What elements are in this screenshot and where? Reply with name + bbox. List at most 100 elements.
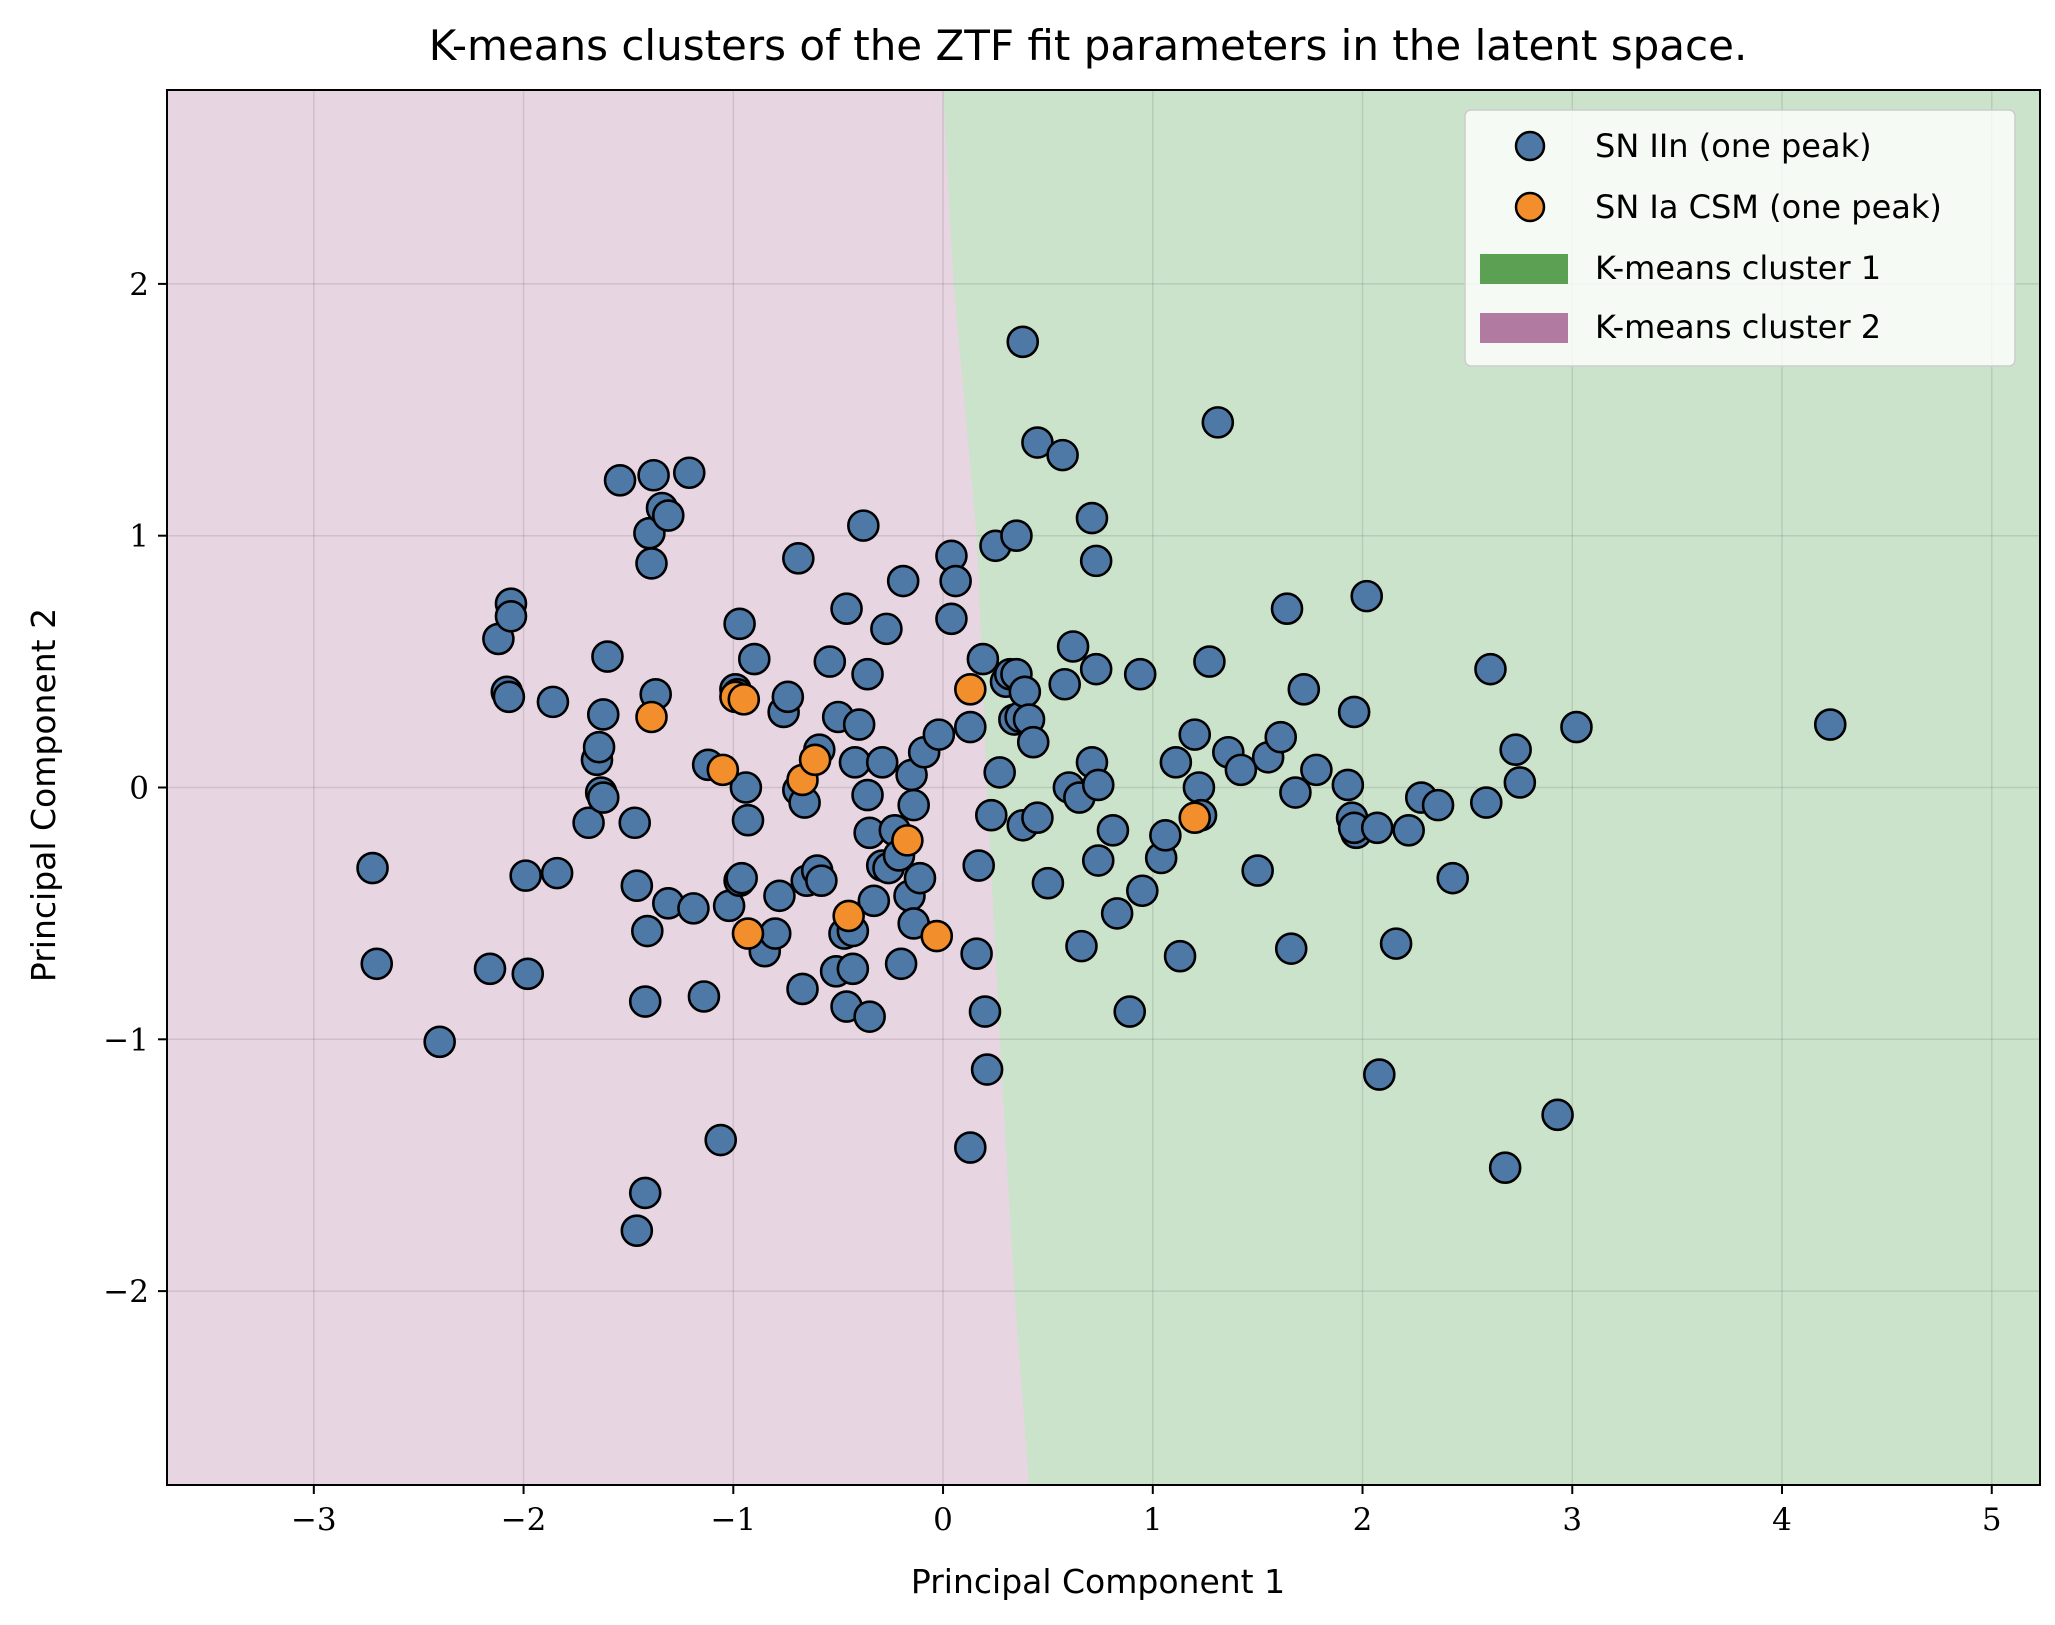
- y-axis-label: Principal Component 2: [24, 608, 63, 982]
- sn-iin-point-143: [1193, 645, 1226, 678]
- sn-ia-csm-point-1: [706, 753, 740, 787]
- sn-iin-point-52: [771, 680, 805, 714]
- sn-ia-csm-point-7: [832, 899, 865, 933]
- sn-iin-point-155: [1331, 768, 1365, 802]
- sn-iin-point-13: [572, 806, 605, 840]
- sn-iin-point-49: [758, 917, 792, 950]
- legend: SN IIn (one peak) SN Ia CSM (one peak) K…: [1464, 109, 2016, 367]
- sn-iin-point-12: [540, 856, 574, 890]
- sn-iin-point-137: [1149, 819, 1182, 852]
- sn-iin-point-38: [704, 1123, 738, 1157]
- sn-iin-point-150: [1270, 592, 1304, 626]
- sn-iin-point-24: [628, 1176, 662, 1210]
- sn-iin-point-122: [1056, 630, 1090, 663]
- sn-iin-point-20: [603, 463, 637, 497]
- sn-iin-point-36: [687, 980, 721, 1013]
- sn-iin-point-23: [620, 1214, 654, 1247]
- sn-iin-point-67: [836, 952, 870, 986]
- sn-iin-point-164: [1392, 814, 1425, 847]
- sn-iin-point-131: [1096, 814, 1130, 847]
- y-axis: −2 −1 0 1 2: [103, 267, 167, 1310]
- sn-iin-point-83: [884, 947, 918, 981]
- sn-iin-point-65: [830, 592, 863, 626]
- sn-iin-point-169: [1474, 652, 1507, 686]
- sn-iin-point-26: [631, 914, 664, 948]
- sn-iin-point-97: [960, 937, 993, 970]
- sn-iin-point-118: [1031, 866, 1065, 900]
- sn-iin-point-153: [1287, 672, 1321, 706]
- x-axis: −3 −2 −1 0 1 2 3 4 5: [291, 1485, 2002, 1538]
- sn-ia-csm-point-8: [891, 824, 924, 857]
- sn-ia-csm-point-3: [727, 683, 761, 716]
- sn-iin-point-152: [1279, 776, 1312, 809]
- y-tick-label-4: 2: [129, 267, 149, 303]
- sn-iin-point-140: [1178, 718, 1212, 751]
- sn-ia-csm-point-9: [920, 919, 954, 953]
- sn-iin-point-129: [1081, 844, 1115, 877]
- x-tick-label-1: −2: [501, 1502, 547, 1538]
- sn-iin-point-168: [1469, 786, 1503, 819]
- sn-ia-csm-point-10: [954, 672, 987, 706]
- sn-iin-point-128: [1079, 652, 1113, 686]
- sn-iin-point-135: [1126, 874, 1159, 908]
- sn-iin-point-173: [1541, 1098, 1574, 1132]
- legend-swatch-cluster-1: [1480, 254, 1568, 284]
- sn-iin-point-9: [509, 859, 542, 892]
- sn-iin-point-79: [870, 612, 903, 646]
- sn-iin-point-11: [536, 685, 570, 719]
- x-tick-label-8: 5: [1982, 1502, 2002, 1538]
- sn-iin-point-139: [1163, 939, 1197, 973]
- sn-iin-point-84: [886, 564, 920, 598]
- sn-iin-point-162: [1363, 1058, 1396, 1091]
- sn-iin-point-50: [763, 879, 796, 913]
- sn-iin-point-78: [865, 746, 899, 779]
- sn-iin-point-101: [970, 1053, 1004, 1086]
- sn-iin-point-69: [838, 746, 872, 779]
- sn-iin-point-174: [1560, 710, 1593, 744]
- chart-title: K-means clusters of the ZTF fit paramete…: [429, 21, 1748, 70]
- sn-iin-point-100: [968, 995, 1002, 1028]
- sn-iin-point-154: [1300, 753, 1333, 787]
- sn-iin-point-53: [782, 542, 815, 575]
- sn-iin-point-10: [511, 957, 545, 991]
- sn-iin-point-161: [1360, 811, 1394, 845]
- sn-iin-point-99: [966, 642, 1000, 676]
- sn-iin-point-172: [1503, 766, 1537, 799]
- sn-iin-point-170: [1488, 1151, 1522, 1185]
- sn-iin-point-120: [1048, 667, 1081, 701]
- sn-iin-point-89: [903, 861, 937, 895]
- sn-iin-point-93: [935, 602, 968, 636]
- sn-iin-point-149: [1264, 720, 1298, 754]
- x-tick-label-5: 2: [1353, 1502, 1373, 1538]
- y-tick-label-3: 1: [129, 519, 149, 555]
- sn-iin-point-147: [1241, 854, 1274, 887]
- sn-iin-point-17: [586, 698, 620, 731]
- sn-iin-point-102: [974, 798, 1008, 832]
- y-tick-label-0: −2: [103, 1274, 149, 1310]
- sn-iin-point-72: [851, 657, 884, 691]
- sn-iin-point-1: [360, 947, 394, 981]
- sn-iin-point-160: [1350, 579, 1384, 613]
- y-tick-label-2: 0: [129, 771, 149, 807]
- sn-iin-point-25: [628, 985, 662, 1018]
- legend-marker-sn-iin: [1514, 130, 1546, 162]
- sn-iin-point-87: [897, 788, 930, 822]
- sn-iin-point-113: [1008, 675, 1042, 709]
- sn-iin-point-175: [1813, 708, 1847, 741]
- sn-iin-point-166: [1421, 788, 1455, 822]
- x-tick-label-7: 4: [1772, 1502, 1792, 1538]
- sn-iin-point-151: [1274, 932, 1308, 965]
- sn-iin-point-8: [494, 599, 528, 633]
- sn-iin-point-21: [618, 806, 652, 840]
- sn-iin-point-94: [939, 564, 972, 598]
- legend-label-cluster-2: K-means cluster 2: [1595, 308, 1881, 346]
- legend-box: [1464, 109, 2016, 367]
- x-tick-label-4: 1: [1143, 1502, 1163, 1538]
- sn-iin-point-144: [1201, 406, 1235, 439]
- sn-iin-point-95: [954, 710, 987, 744]
- sn-iin-point-46: [731, 803, 765, 837]
- sn-iin-point-130: [1081, 768, 1115, 802]
- sn-iin-point-18: [586, 781, 620, 814]
- sn-iin-point-98: [962, 849, 996, 882]
